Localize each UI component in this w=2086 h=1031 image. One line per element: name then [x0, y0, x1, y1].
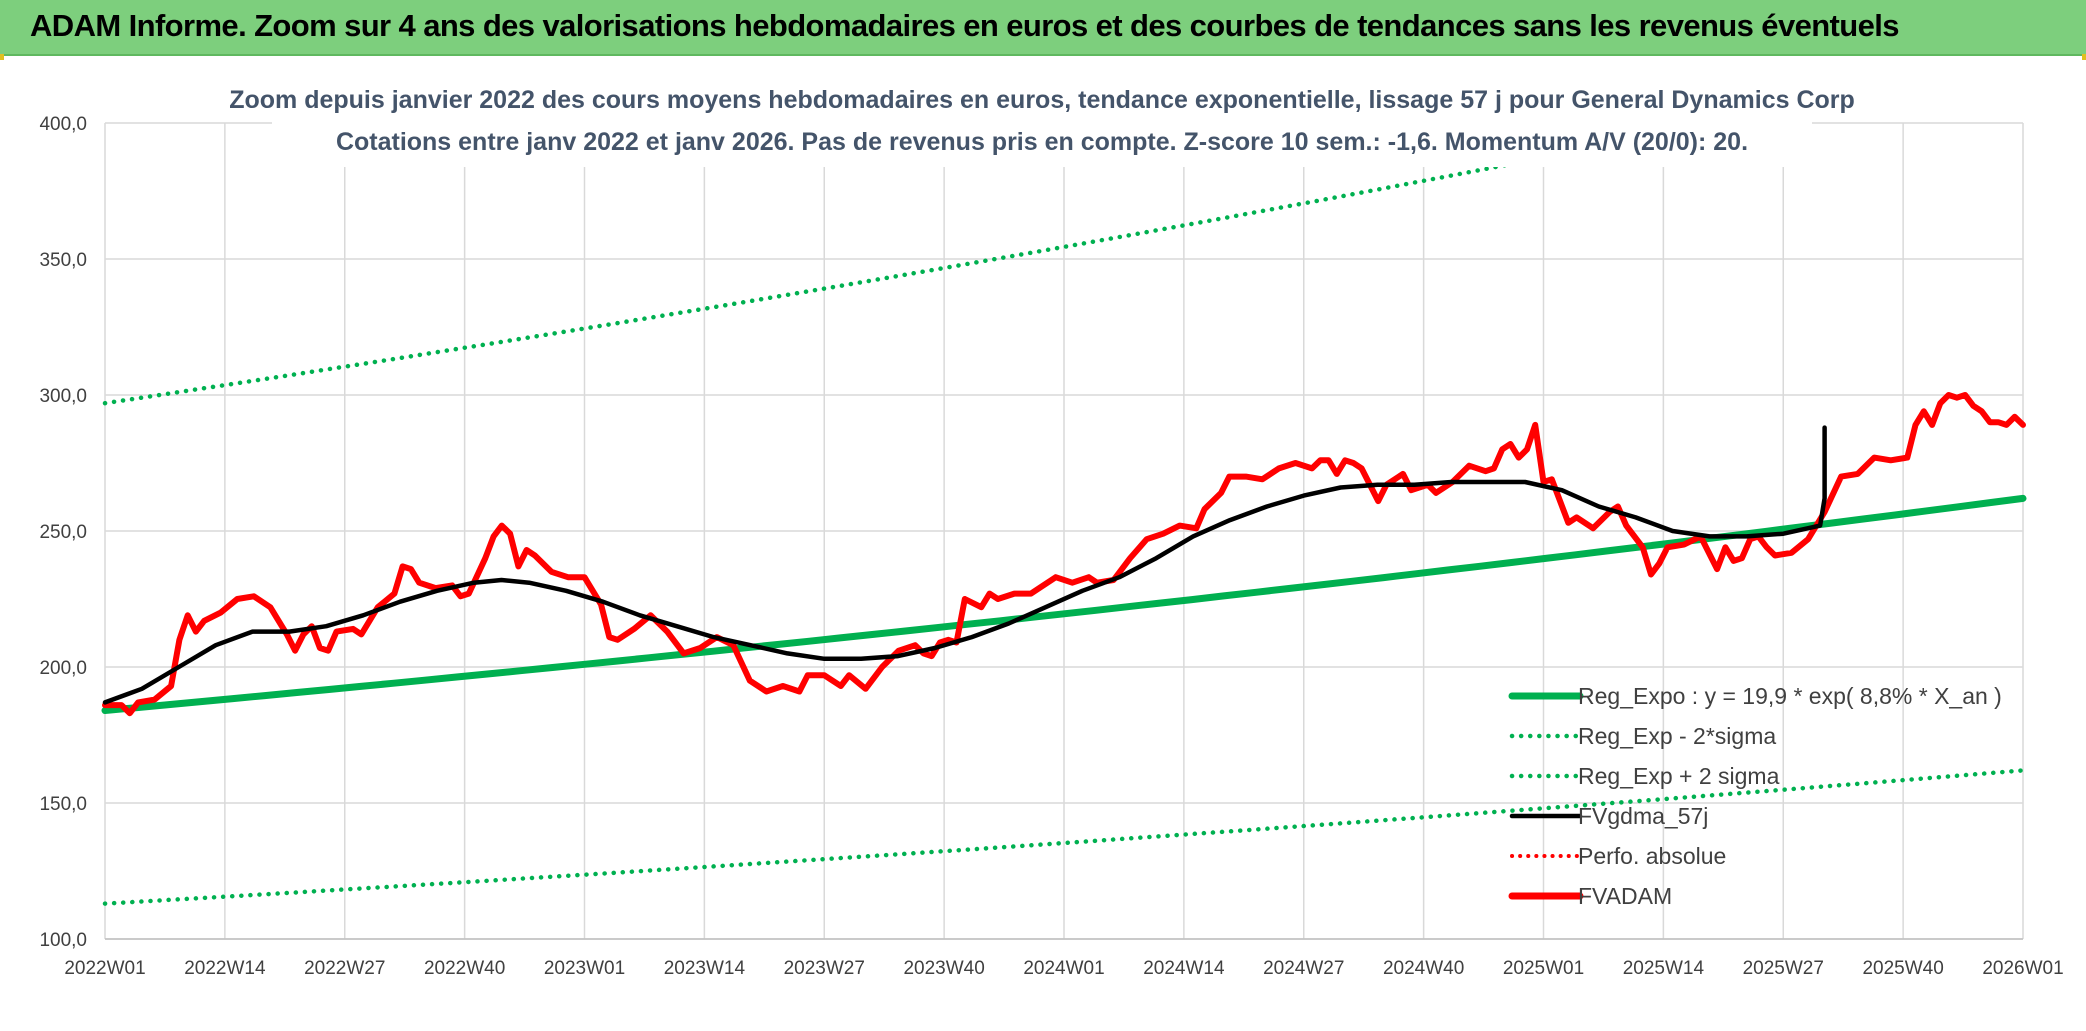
- x-tick-label: 2023W14: [664, 958, 746, 979]
- legend-label: FVADAM: [1578, 883, 1672, 909]
- corner-accent-left: [0, 54, 4, 60]
- x-tick-label: 2023W40: [903, 958, 984, 979]
- x-tick-label: 2023W01: [544, 958, 625, 979]
- legend-item: Perfo. absolue: [1510, 843, 1726, 869]
- x-tick-label: 2024W40: [1383, 958, 1464, 979]
- legend-label: Reg_Exp - 2*sigma: [1578, 723, 1776, 749]
- x-tick-label: 2025W14: [1623, 958, 1705, 979]
- y-tick-label: 200,0: [39, 658, 87, 679]
- report-banner: ADAM Informe. Zoom sur 4 ans des valoris…: [0, 0, 2086, 56]
- legend-item: FVADAM: [1508, 883, 1672, 909]
- x-tick-label: 2025W27: [1743, 958, 1824, 979]
- x-tick-label: 2025W01: [1503, 958, 1584, 979]
- series-layer: [101, 123, 2027, 906]
- legend-label: Perfo. absolue: [1578, 843, 1726, 869]
- y-tick-label: 250,0: [39, 522, 87, 543]
- legend-label: Reg_Expo : y = 19,9 * exp( 8,8% * X_an ): [1578, 683, 2002, 709]
- y-tick-label: 300,0: [39, 386, 87, 407]
- gridlines: [104, 122, 2024, 940]
- x-tick-label: 2024W27: [1263, 958, 1344, 979]
- x-tick-label: 2026W01: [1982, 958, 2063, 979]
- series-upper-band: [102, 123, 1732, 406]
- x-tick-label: 2025W40: [1862, 958, 1943, 979]
- x-axis-ticks: 2022W01 2022W14 2022W27 2022W40 2023W01 2023W…: [64, 958, 2063, 979]
- price-chart: 100,0 150,0 200,0 250,0 300,0 350,0 400,0 2022…: [39, 59, 2064, 979]
- x-tick-label: 2024W01: [1023, 958, 1104, 979]
- corner-accent-right: [2082, 54, 2086, 60]
- legend-item: Reg_Exp - 2*sigma: [1509, 723, 1776, 749]
- x-tick-label: 2023W27: [784, 958, 865, 979]
- y-tick-label: 400,0: [39, 114, 87, 135]
- x-tick-label: 2022W27: [304, 958, 385, 979]
- legend-label: Reg_Exp + 2 sigma: [1578, 763, 1780, 789]
- legend-item: Reg_Exp + 2 sigma: [1509, 763, 1780, 789]
- x-tick-label: 2022W01: [64, 958, 145, 979]
- x-tick-label: 2022W40: [424, 958, 505, 979]
- banner-title: ADAM Informe. Zoom sur 4 ans des valoris…: [30, 8, 1900, 43]
- x-tick-label: 2022W14: [184, 958, 266, 979]
- chart-legend: Reg_Expo : y = 19,9 * exp( 8,8% * X_an )…: [1508, 683, 2002, 909]
- legend-item: Reg_Expo : y = 19,9 * exp( 8,8% * X_an ): [1508, 683, 2002, 709]
- legend-item: FVgdma_57j: [1509, 803, 1708, 829]
- y-axis-ticks: 100,0 150,0 200,0 250,0 300,0 350,0 400,0: [39, 114, 87, 951]
- x-tick-label: 2024W14: [1143, 958, 1225, 979]
- legend-label: FVgdma_57j: [1578, 803, 1708, 829]
- title-background: [272, 59, 1812, 167]
- series-fvadam: [102, 392, 2026, 717]
- y-tick-label: 350,0: [39, 250, 87, 271]
- chart-title-line2: Cotations entre janv 2022 et janv 2026. …: [336, 128, 1748, 156]
- y-tick-label: 150,0: [39, 794, 87, 815]
- series-lower-band: [102, 768, 2026, 906]
- series-fvgdma: [102, 425, 1827, 705]
- y-tick-label: 100,0: [39, 930, 87, 951]
- chart-title-line1: Zoom depuis janvier 2022 des cours moyen…: [229, 86, 1855, 114]
